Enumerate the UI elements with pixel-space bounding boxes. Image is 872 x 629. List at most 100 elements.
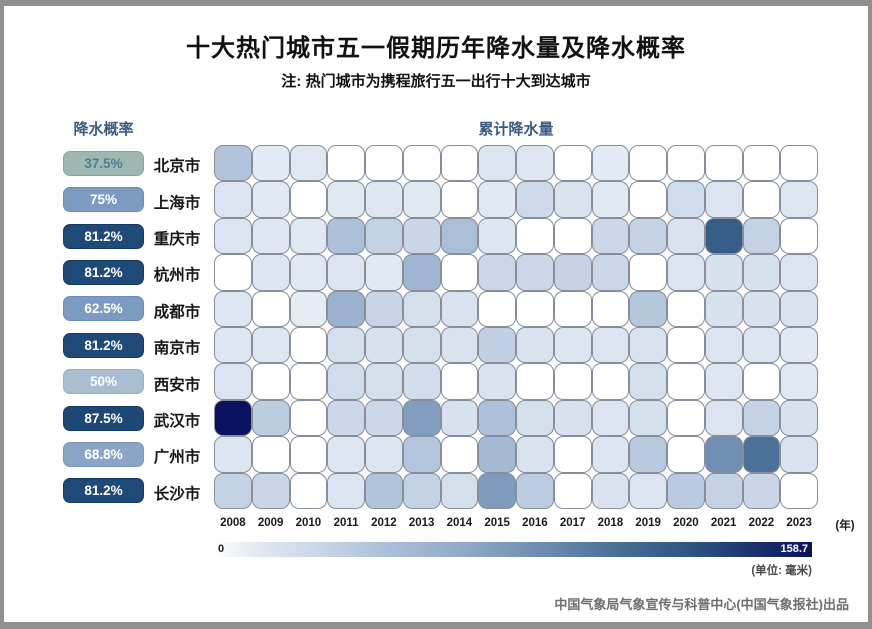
- heatmap-cell: [440, 290, 479, 327]
- heatmap-cell: [402, 217, 441, 255]
- heatmap-cell: [289, 327, 328, 364]
- heatmap-cell: [214, 436, 252, 473]
- heatmap-cell: [704, 290, 743, 327]
- heatmap-cell: [516, 363, 554, 400]
- city-label: 重庆市: [153, 231, 201, 248]
- heatmap-cell: [365, 436, 403, 473]
- probability-badge: 50%: [63, 369, 144, 395]
- heatmap-cell: [629, 327, 667, 364]
- heatmap-cell: [780, 181, 818, 218]
- heatmap-cell: [365, 145, 403, 182]
- heatmap-cell: [553, 436, 592, 473]
- heatmap-cell: [742, 436, 781, 473]
- year-tick-label: 2022: [748, 517, 775, 529]
- probability-badge: 37.5%: [63, 150, 144, 176]
- heatmap-cell: [667, 290, 705, 327]
- heatmap-cell: [365, 327, 403, 364]
- heatmap-cell: [214, 217, 252, 255]
- heatmap-cell: [780, 145, 818, 182]
- heatmap-cell: [478, 181, 516, 218]
- heatmap-cell: [591, 290, 630, 327]
- heatmap-cell: [365, 363, 403, 400]
- heatmap-cell: [553, 327, 592, 364]
- heatmap-cell: [553, 290, 592, 327]
- heatmap-cell: [591, 254, 630, 291]
- year-tick-label: 2017: [559, 517, 586, 529]
- heatmap-cell: [780, 290, 818, 327]
- heatmap-cell: [667, 436, 705, 473]
- heatmap-cell: [667, 327, 705, 364]
- heatmap-cell: [440, 327, 479, 364]
- year-tick-label: 2014: [446, 517, 473, 529]
- probability-badge: 81.2%: [63, 223, 144, 249]
- year-tick-label: 2018: [597, 517, 624, 529]
- heatmap-cell: [478, 472, 516, 509]
- year-axis-unit-label: (年): [835, 520, 855, 532]
- heatmap-cell: [289, 363, 328, 400]
- heatmap-cell: [440, 254, 479, 291]
- heatmap-cell: [742, 472, 781, 509]
- city-label: 长沙市: [153, 485, 201, 503]
- heatmap-cell: [667, 254, 705, 291]
- heatmap-cell: [214, 254, 252, 291]
- heatmap-cell: [251, 436, 290, 473]
- heatmap-cell: [780, 217, 818, 255]
- heatmap-cell: [780, 399, 818, 437]
- heatmap-cell: [704, 145, 743, 182]
- heatmap-cell: [478, 399, 516, 437]
- probability-badge: 81.2%: [63, 478, 144, 504]
- heatmap-cell: [704, 472, 743, 509]
- heatmap-cell: [742, 217, 781, 255]
- heatmap-cell: [591, 472, 630, 509]
- heatmap-cell: [251, 327, 290, 364]
- heatmap-cell: [780, 472, 818, 509]
- heatmap-cell: [629, 290, 667, 327]
- heatmap-cell: [327, 399, 365, 437]
- heatmap-cell: [780, 327, 818, 364]
- heatmap-cell: [402, 472, 441, 509]
- heatmap-cell: [516, 399, 554, 437]
- heatmap-cell: [289, 472, 328, 509]
- probability-badge: 81.2%: [63, 259, 144, 285]
- heatmap-cell: [327, 327, 365, 364]
- heatmap-cell: [516, 181, 554, 218]
- heatmap-cell: [516, 145, 554, 182]
- heatmap-cell: [553, 254, 592, 291]
- city-label: 上海市: [153, 194, 201, 212]
- probability-badge: 75%: [63, 187, 144, 213]
- heatmap-cell: [742, 363, 781, 400]
- heatmap-cell: [516, 472, 554, 509]
- heatmap-cell: [553, 145, 592, 182]
- heatmap-cell: [440, 217, 479, 255]
- heatmap-cell: [289, 217, 328, 255]
- heatmap-cell: [629, 436, 667, 473]
- heatmap-cell: [440, 399, 479, 437]
- heatmap-cell: [327, 290, 365, 327]
- heatmap-cell: [251, 254, 290, 291]
- heatmap-cell: [667, 181, 705, 218]
- heatmap-cell: [667, 399, 705, 437]
- heatmap-cell: [742, 399, 781, 437]
- heatmap-cell: [591, 363, 630, 400]
- heatmap-cell: [478, 327, 516, 364]
- heatmap-cell: [365, 217, 403, 255]
- heatmap-cell: [251, 472, 290, 509]
- heatmap-cell: [516, 290, 554, 327]
- heatmap-cell: [289, 254, 328, 291]
- probability-badge: 68.8%: [63, 441, 144, 467]
- heatmap-cell: [742, 145, 781, 182]
- year-tick-label: 2015: [484, 517, 510, 529]
- heatmap-cell: [704, 181, 743, 218]
- city-label: 武汉市: [153, 413, 201, 430]
- heatmap-cell: [478, 290, 516, 327]
- heatmap-grid: [214, 145, 818, 509]
- colorbar-min-label: 0: [218, 543, 225, 555]
- city-label: 西安市: [153, 376, 201, 394]
- heatmap-cell: [742, 254, 781, 291]
- heatmap-cell: [704, 327, 743, 364]
- city-label: 杭州市: [153, 267, 201, 285]
- heatmap-cell: [289, 290, 328, 327]
- heatmap-cell: [289, 181, 328, 218]
- heatmap-cell: [402, 363, 441, 400]
